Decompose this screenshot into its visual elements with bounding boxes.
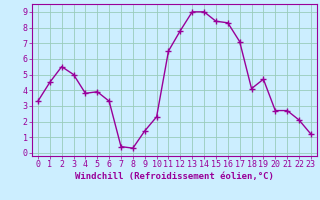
X-axis label: Windchill (Refroidissement éolien,°C): Windchill (Refroidissement éolien,°C) <box>75 172 274 181</box>
